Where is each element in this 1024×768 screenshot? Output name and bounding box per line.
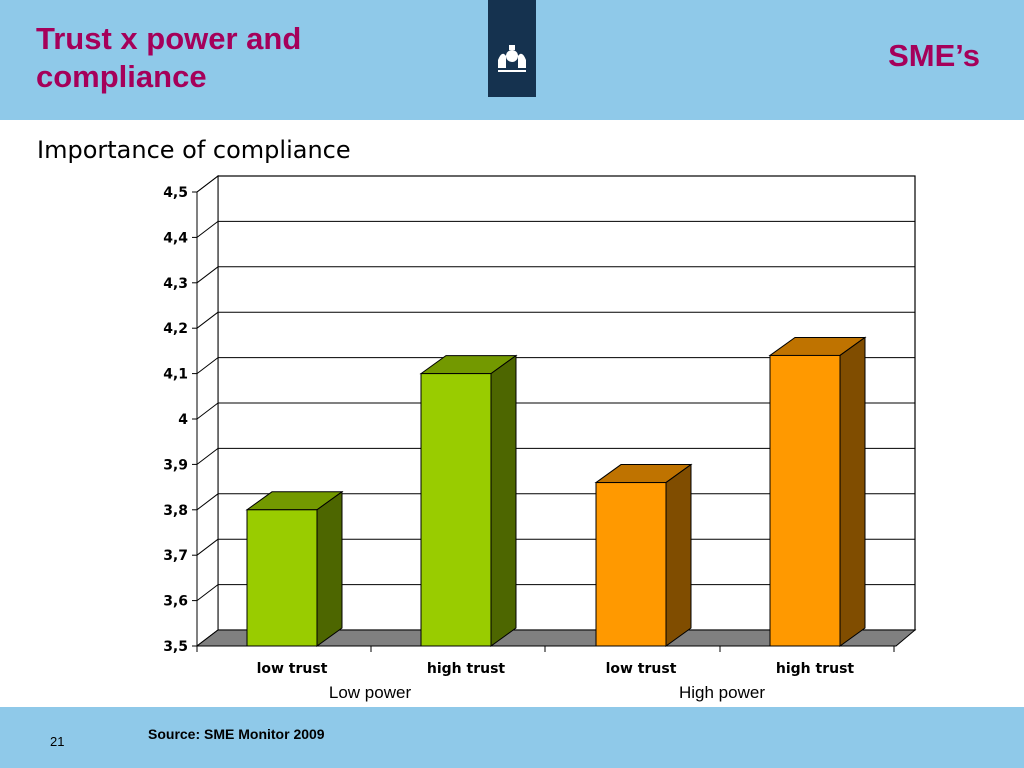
y-tick-label: 4,3: [163, 276, 188, 292]
bar: [769, 354, 841, 647]
gridline-side: [196, 538, 219, 556]
x-tick-label: low trust: [257, 661, 328, 677]
x-tick-label: high trust: [427, 661, 506, 677]
gridline-side: [196, 402, 219, 420]
y-tick-label: 4,5: [163, 185, 188, 201]
bar-side: [490, 354, 517, 647]
chart-title: Importance of compliance: [37, 136, 351, 164]
gridline-side: [196, 266, 219, 284]
group-label: Low power: [329, 683, 412, 702]
y-tick-label: 4,2: [163, 321, 188, 337]
gridline-side: [196, 311, 219, 329]
bar: [246, 509, 318, 647]
group-label: High power: [679, 683, 765, 702]
coat-of-arms-icon: [498, 45, 526, 72]
source-note: Source: SME Monitor 2009: [148, 726, 325, 742]
slide-title: Trust x power and compliance: [36, 21, 302, 94]
gridline-side: [196, 493, 219, 511]
gridline-side: [196, 448, 219, 465]
government-logo: [488, 0, 536, 97]
gridline-side: [196, 357, 219, 374]
bar-side: [316, 490, 343, 647]
y-tick-label: 3,5: [163, 639, 188, 655]
bar-side: [665, 463, 692, 647]
y-tick-label: 4,4: [163, 230, 188, 246]
y-tick-label: 3,9: [163, 457, 188, 473]
y-tick-label: 3,8: [163, 503, 188, 519]
page-number: 21: [50, 734, 65, 749]
x-tick-label: high trust: [776, 661, 855, 677]
bar-side: [839, 336, 866, 647]
y-tick-label: 3,7: [163, 548, 188, 564]
gridline-side: [196, 175, 219, 193]
y-tick-label: 3,6: [163, 594, 188, 610]
bar: [420, 373, 492, 647]
y-tick-label: 4: [178, 412, 188, 428]
segment-label: SME’s: [888, 38, 980, 73]
bar-chart: 3,5 3,6 3,7 3,8 3,9 4 4,1 4,2 4,3 4,4 4,5 low trust…: [163, 174, 917, 702]
gridline-side: [196, 221, 219, 238]
footer-band: [0, 707, 1024, 768]
x-tick-label: low trust: [606, 661, 677, 677]
bar: [595, 482, 667, 647]
y-tick-label: 4,1: [163, 367, 188, 383]
gridline-side: [196, 584, 219, 601]
